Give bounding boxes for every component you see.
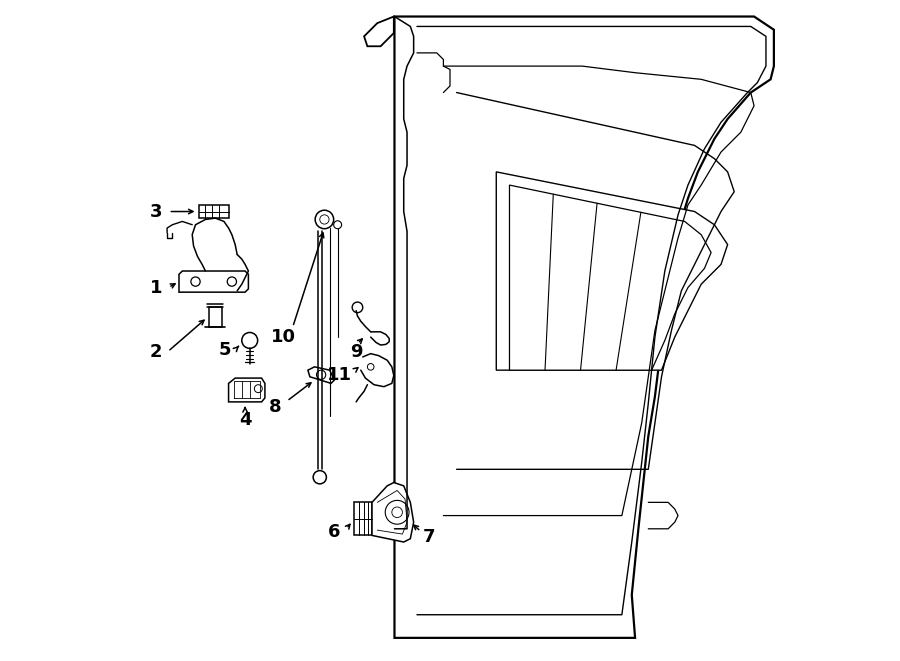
Polygon shape <box>355 502 372 535</box>
Text: 7: 7 <box>423 527 435 546</box>
Polygon shape <box>394 17 774 638</box>
Text: 11: 11 <box>327 366 352 385</box>
Text: 1: 1 <box>149 278 162 297</box>
Text: 5: 5 <box>219 341 231 360</box>
Text: 6: 6 <box>328 523 340 541</box>
Text: 8: 8 <box>268 397 281 416</box>
Text: 2: 2 <box>149 342 162 361</box>
Polygon shape <box>179 271 248 292</box>
Polygon shape <box>364 17 394 46</box>
Text: 4: 4 <box>238 410 251 429</box>
Polygon shape <box>199 205 229 218</box>
Text: 9: 9 <box>350 342 363 361</box>
Polygon shape <box>509 185 711 370</box>
Text: 3: 3 <box>149 202 162 221</box>
Polygon shape <box>308 367 334 383</box>
Polygon shape <box>496 172 727 370</box>
Polygon shape <box>372 483 414 542</box>
Text: 10: 10 <box>271 328 296 346</box>
Polygon shape <box>229 378 265 402</box>
